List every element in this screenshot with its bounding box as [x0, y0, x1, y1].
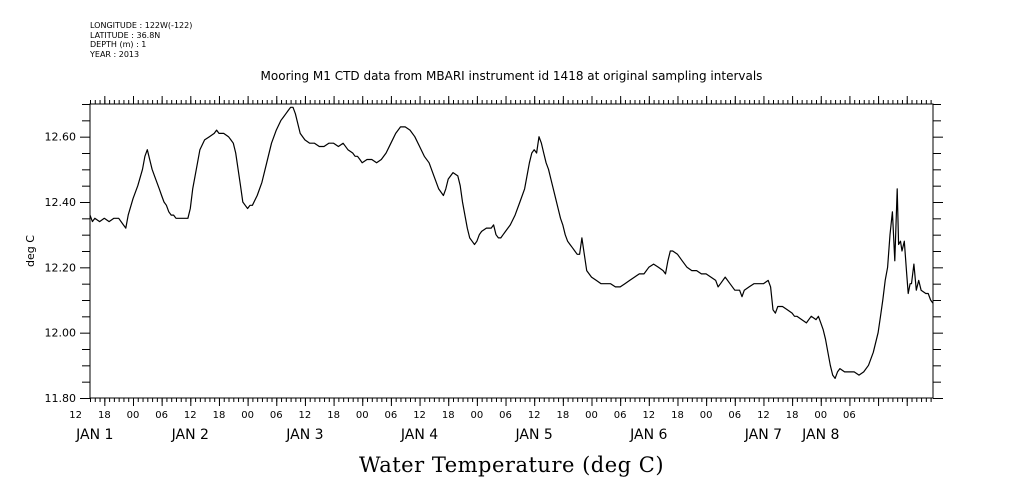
x-day-label: JAN 8 — [801, 427, 839, 443]
x-tick-label: 06 — [155, 410, 168, 421]
x-tick-label: 06 — [728, 410, 741, 421]
x-tick-label: 06 — [499, 410, 512, 421]
x-tick-label: 12 — [69, 410, 82, 421]
meta-longitude: LONGITUDE : 122W(-122) — [90, 21, 193, 30]
x-day-label: JAN 1 — [75, 427, 113, 443]
x-tick-label: 18 — [556, 410, 569, 421]
temperature-series-line — [89, 106, 934, 379]
x-day-label: JAN 4 — [400, 427, 438, 443]
x-tick-label: 00 — [356, 410, 369, 421]
x-tick-label: 00 — [585, 410, 598, 421]
x-tick-label: 12 — [184, 410, 197, 421]
x-tick-label: 12 — [413, 410, 426, 421]
meta-depth: DEPTH (m) : 1 — [90, 40, 147, 49]
y-tick-label: 12.00 — [45, 327, 77, 340]
x-axis-title: Water Temperature (deg C) — [358, 453, 665, 477]
x-day-label: JAN 6 — [629, 427, 667, 443]
x-day-label: JAN 3 — [285, 427, 323, 443]
y-tick-labels: 11.80 12.00 12.20 12.40 12.60 — [45, 131, 77, 405]
x-day-labels: JAN 1 JAN 2 JAN 3 JAN 4 JAN 5 JAN 6 JAN 7 JAN 8 — [75, 427, 839, 443]
x-tick-label: 00 — [241, 410, 254, 421]
x-tick-label: 06 — [614, 410, 627, 421]
metadata-block: LONGITUDE : 122W(-122) LATITUDE : 36.8N … — [90, 21, 192, 59]
x-tick-label: 06 — [270, 410, 283, 421]
x-tick-label: 12 — [299, 410, 312, 421]
x-tick-label: 00 — [471, 410, 484, 421]
x-tick-label: 12 — [757, 410, 770, 421]
y-tick-label: 12.40 — [45, 196, 77, 209]
x-tick-label: 00 — [814, 410, 827, 421]
x-tick-label: 18 — [98, 410, 111, 421]
x-tick-label: 06 — [385, 410, 398, 421]
x-tick-label: 18 — [671, 410, 684, 421]
x-tick-labels: 12 18 00 06 12 18 00 06 12 18 00 06 12 18 00 06 12 18 00 06… — [69, 410, 855, 421]
tick-marks — [80, 96, 943, 406]
x-tick-label: 06 — [843, 410, 856, 421]
y-tick-label: 11.80 — [45, 392, 77, 405]
x-tick-label: 18 — [327, 410, 340, 421]
y-axis-label: deg C — [24, 235, 37, 267]
x-day-label: JAN 2 — [171, 427, 209, 443]
x-tick-label: 12 — [642, 410, 655, 421]
x-tick-label: 18 — [786, 410, 799, 421]
plot-frame — [89, 103, 934, 399]
x-day-label: JAN 7 — [744, 427, 782, 443]
y-tick-label: 12.60 — [45, 131, 77, 144]
x-tick-label: 18 — [442, 410, 455, 421]
x-tick-label: 00 — [700, 410, 713, 421]
y-tick-label: 12.20 — [45, 261, 77, 274]
x-day-label: JAN 5 — [515, 427, 553, 443]
x-tick-label: 18 — [213, 410, 226, 421]
chart-title: Mooring M1 CTD data from MBARI instrumen… — [260, 69, 763, 83]
meta-year: YEAR : 2013 — [90, 49, 140, 59]
x-tick-label: 12 — [528, 410, 541, 421]
meta-latitude: LATITUDE : 36.8N — [90, 30, 161, 40]
x-tick-label: 00 — [127, 410, 140, 421]
